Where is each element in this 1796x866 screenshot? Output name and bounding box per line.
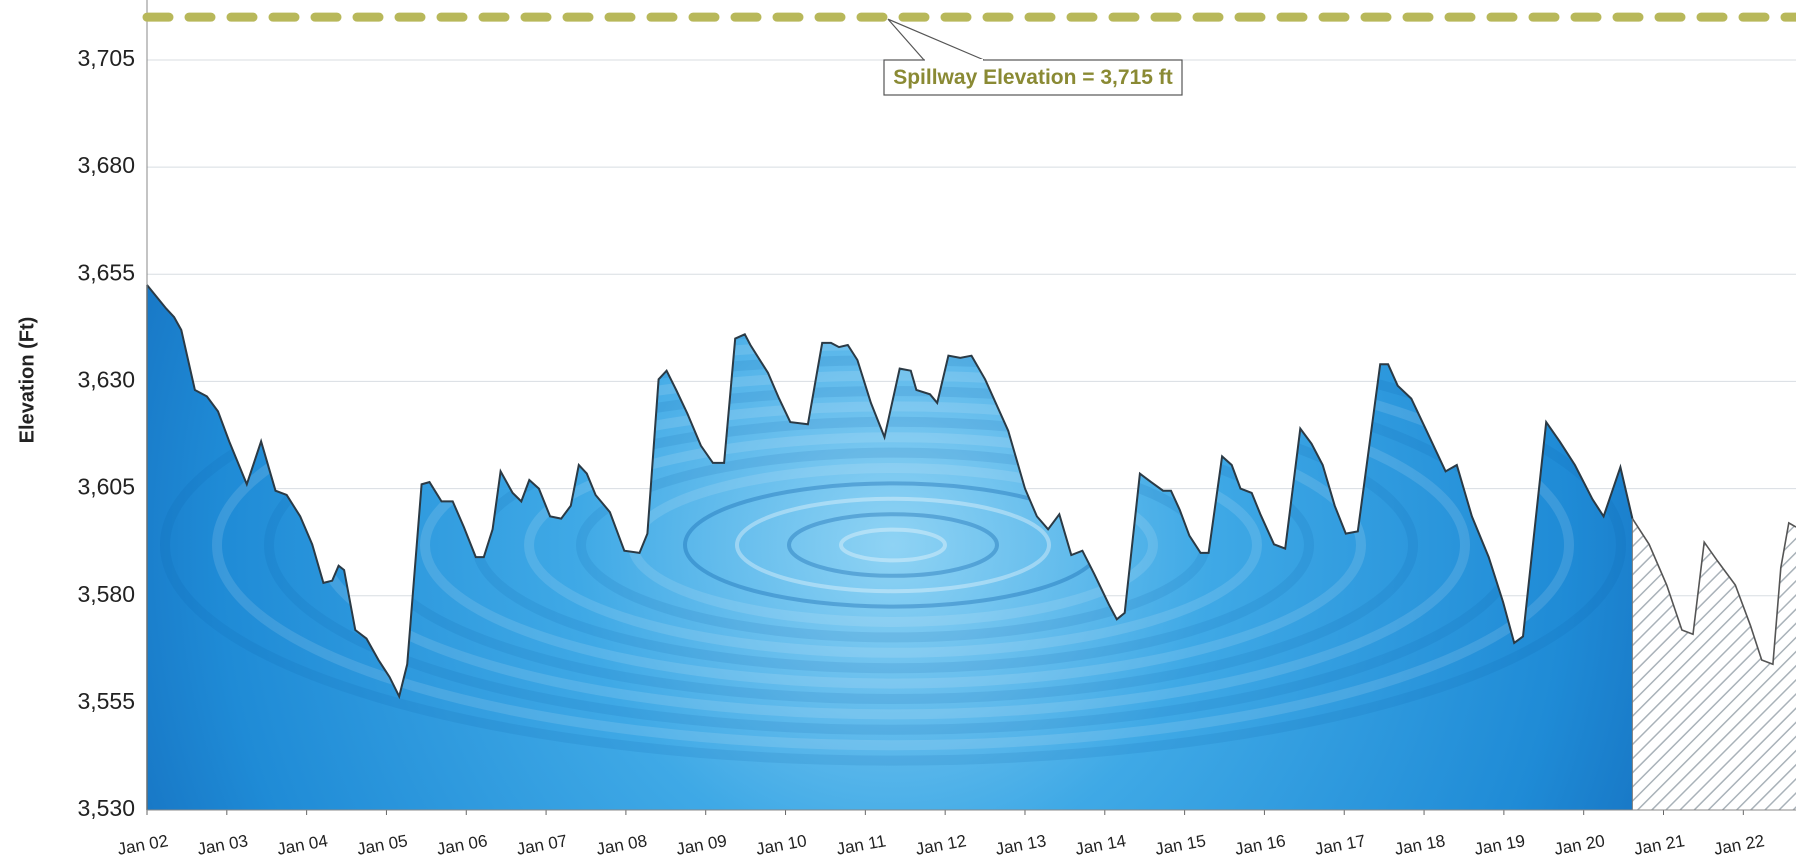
x-tick-label: Jan 17 <box>1313 831 1367 859</box>
x-tick-label: Jan 07 <box>515 831 569 859</box>
callout-box <box>883 59 1183 96</box>
x-tick-label: Jan 08 <box>595 831 649 859</box>
y-tick-label: 3,555 <box>77 688 135 714</box>
x-tick-label: Jan 12 <box>914 831 968 859</box>
y-tick-label: 3,530 <box>77 795 135 821</box>
y-tick-label: 3,680 <box>77 152 135 178</box>
ripple <box>735 496 1051 594</box>
x-tick-label: Jan 16 <box>1233 831 1287 859</box>
x-tick-label: Jan 21 <box>1633 831 1687 859</box>
x-tick-label: Jan 02 <box>116 831 170 859</box>
x-tick-label: Jan 09 <box>675 831 729 859</box>
x-tick-label: Jan 06 <box>435 831 489 859</box>
ripple <box>524 432 1262 658</box>
ripple <box>420 401 1366 689</box>
forecast-area <box>1632 518 1796 810</box>
x-tick-label: Jan 11 <box>835 831 887 858</box>
water-line <box>146 284 1634 700</box>
y-tick-label: 3,605 <box>77 474 135 500</box>
x-tick-label: Jan 15 <box>1154 831 1208 859</box>
y-tick-label: 3,630 <box>77 367 135 393</box>
ripple <box>787 512 999 578</box>
forecast-line <box>1631 518 1796 666</box>
x-tick-label: Jan 22 <box>1712 831 1766 859</box>
x-tick-label: Jan 19 <box>1473 831 1527 859</box>
y-axis-title: Elevation (Ft) <box>16 317 38 444</box>
y-tick-label: 3,580 <box>77 581 135 607</box>
x-tick-label: Jan 13 <box>994 831 1048 859</box>
x-tick-label: Jan 03 <box>196 831 250 859</box>
water-area <box>147 285 1633 810</box>
callout-pointer <box>887 18 985 61</box>
y-tick-label: 3,705 <box>77 45 135 71</box>
x-tick-label: Jan 18 <box>1393 831 1447 859</box>
x-tick-label: Jan 04 <box>276 831 330 859</box>
x-tick-label: Jan 05 <box>355 831 409 859</box>
x-tick-label: Jan 14 <box>1074 831 1128 859</box>
x-tick-label: Jan 20 <box>1553 831 1607 859</box>
spillway-label: Spillway Elevation = 3,715 ft <box>893 66 1173 89</box>
y-tick-label: 3,655 <box>77 259 135 285</box>
x-tick-label: Jan 10 <box>755 831 809 859</box>
ripple <box>839 527 947 563</box>
